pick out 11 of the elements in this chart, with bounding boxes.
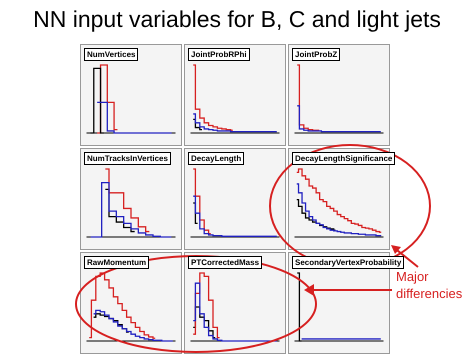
chart-title: RawMomentum: [84, 256, 150, 269]
chart-title: NumVertices: [84, 48, 138, 61]
chart-title: JointProbRPhi: [188, 48, 250, 61]
chart-title: JointProbZ: [292, 48, 340, 61]
chart-title: DecayLength: [188, 152, 244, 165]
chart-title: NumTracksInVertices: [84, 152, 171, 165]
chart-title: DecayLengthSignificance: [292, 152, 396, 165]
chart-title: PTCorrectedMass: [188, 256, 262, 269]
chart-title: SecondaryVertexProbability: [292, 256, 404, 269]
text: Major differencies: [396, 268, 464, 302]
text: NN input variables for B, C and light jets: [32, 6, 442, 33]
